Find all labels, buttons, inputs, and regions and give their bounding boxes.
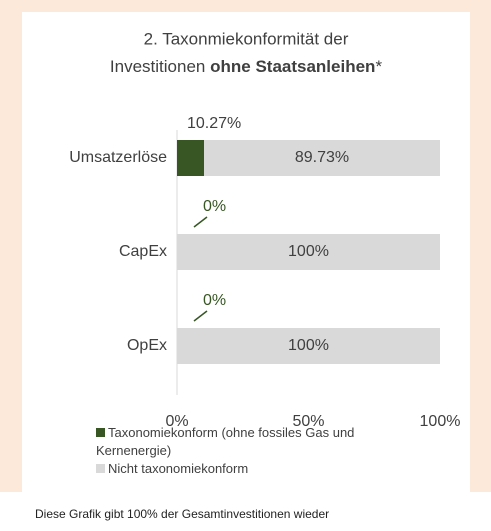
legend-swatch — [96, 464, 105, 473]
footnote: Diese Grafik gibt 100% der Gesamtinvesti… — [35, 507, 330, 521]
chart-title: 2. Taxonmiekonformität der — [144, 29, 349, 48]
data-label: 10.27% — [187, 115, 241, 132]
y-tick-label: Umsatzerlöse — [69, 149, 167, 166]
chart: 2. Taxonmiekonformität der Investitionen… — [69, 29, 461, 430]
legend: Taxonomiekonform (ohne fossiles Gas und … — [96, 424, 406, 478]
data-label: 89.73% — [295, 149, 349, 166]
y-tick-label: CapEx — [119, 243, 167, 260]
legend-label: Taxonomiekonform (ohne fossiles Gas und … — [96, 425, 355, 458]
title-suffix: * — [375, 57, 382, 76]
legend-item: Nicht taxonomiekonform — [96, 460, 406, 478]
leader-line — [193, 216, 208, 228]
y-tick-label: OpEx — [127, 337, 167, 354]
legend-item: Taxonomiekonform (ohne fossiles Gas und … — [96, 424, 406, 460]
x-tick-label: 100% — [420, 413, 461, 430]
title-part: Investitionen — [110, 57, 205, 76]
legend-swatch — [96, 428, 105, 437]
bar-segment — [204, 140, 440, 176]
chart-title: Investitionen ohne Staatsanleihen* — [110, 57, 383, 76]
legend-label: Nicht taxonomiekonform — [108, 461, 249, 476]
bar-segment — [177, 328, 440, 364]
title-bold: ohne Staatsanleihen — [210, 57, 375, 76]
data-label: 0% — [203, 198, 226, 215]
data-label: 0% — [203, 292, 226, 309]
bar-segment — [177, 140, 205, 176]
leader-line — [193, 310, 208, 322]
x-tick-label: 50% — [292, 413, 324, 430]
bar-segment — [177, 234, 440, 270]
x-tick-label: 0% — [165, 413, 188, 430]
footer: Diese Grafik gibt 100% der Gesamtinvesti… — [0, 492, 491, 531]
data-label: 100% — [288, 337, 329, 354]
data-label: 100% — [288, 243, 329, 260]
